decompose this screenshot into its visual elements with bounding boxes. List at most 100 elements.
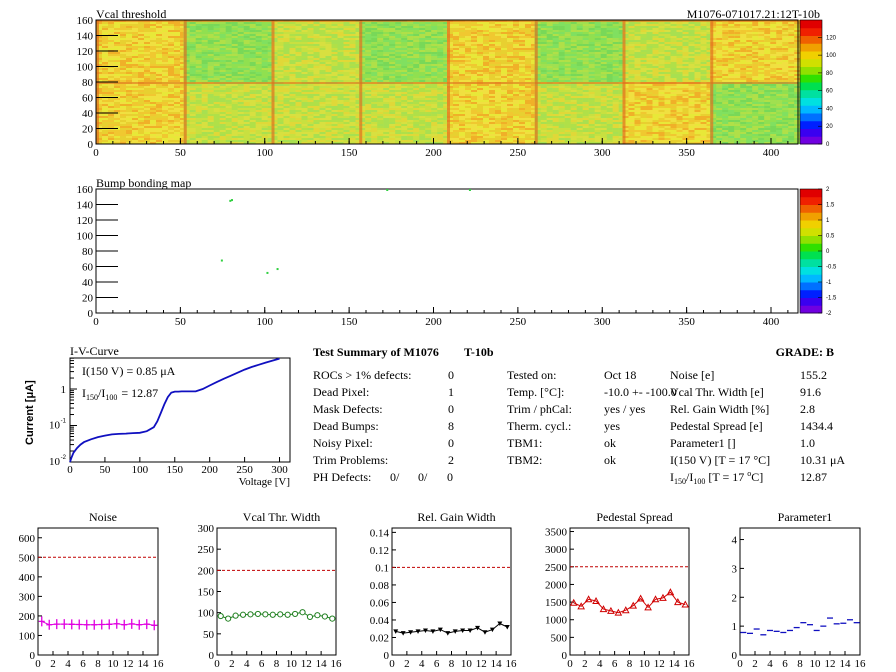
pixel-strip bbox=[255, 66, 262, 68]
pixel-strip bbox=[277, 66, 284, 68]
pixel-strip bbox=[582, 90, 589, 92]
pixel-strip bbox=[201, 64, 208, 66]
pixel-strip bbox=[471, 62, 477, 64]
pixel-strip bbox=[325, 54, 332, 56]
pixel-strip bbox=[612, 84, 619, 86]
pixel-strip bbox=[501, 138, 507, 140]
pixel-strip bbox=[582, 94, 589, 96]
pixel-strip bbox=[249, 100, 256, 102]
pixel-strip bbox=[495, 80, 501, 82]
pixel-strip bbox=[174, 134, 180, 136]
pixel-strip bbox=[507, 98, 513, 100]
pixel-strip bbox=[249, 104, 256, 106]
pixel-strip bbox=[507, 142, 513, 144]
pixel-strip bbox=[132, 98, 138, 100]
pixel-strip bbox=[261, 84, 268, 86]
pixel-strip bbox=[365, 108, 372, 110]
pixel-strip bbox=[213, 44, 220, 46]
pixel-strip bbox=[471, 118, 477, 120]
pixel-strip bbox=[126, 124, 132, 126]
pixel-strip bbox=[108, 92, 114, 94]
pixel-strip bbox=[267, 66, 274, 68]
pixel-strip bbox=[355, 128, 362, 130]
pixel-strip bbox=[144, 66, 150, 68]
pixel-strip bbox=[207, 96, 214, 98]
pixel-strip bbox=[383, 58, 390, 60]
pixel-strip bbox=[207, 52, 214, 54]
pixel-strip bbox=[201, 130, 208, 132]
pixel-strip bbox=[319, 140, 326, 142]
pixel-strip bbox=[120, 138, 126, 140]
pixel-strip bbox=[531, 90, 537, 92]
pixel-strip bbox=[501, 36, 507, 38]
pixel-strip bbox=[525, 30, 531, 32]
pixel-strip bbox=[283, 122, 290, 124]
pixel-strip bbox=[243, 108, 250, 110]
pixel-strip bbox=[425, 28, 432, 30]
pixel-strip bbox=[307, 30, 314, 32]
pixel-strip bbox=[144, 94, 150, 96]
pixel-strip bbox=[477, 136, 483, 138]
pixel-strip bbox=[431, 120, 438, 122]
pixel-strip bbox=[162, 50, 168, 52]
pixel-strip bbox=[519, 78, 525, 80]
pixel-strip bbox=[507, 70, 513, 72]
pixel-strip bbox=[501, 70, 507, 72]
pixel-strip bbox=[582, 88, 589, 90]
pixel-strip bbox=[307, 106, 314, 108]
pixel-strip bbox=[525, 128, 531, 130]
pixel-strip bbox=[489, 110, 495, 112]
pixel-strip bbox=[301, 60, 308, 62]
pixel-strip bbox=[225, 32, 232, 34]
pixel-strip bbox=[219, 124, 226, 126]
pixel-strip bbox=[465, 96, 471, 98]
pixel-strip bbox=[168, 46, 174, 48]
pixel-strip bbox=[283, 36, 290, 38]
pixel-strip bbox=[443, 50, 450, 52]
pixel-strip bbox=[132, 118, 138, 120]
pixel-strip bbox=[459, 68, 465, 70]
pixel-strip bbox=[564, 100, 571, 102]
pixel-strip bbox=[401, 112, 408, 114]
pixel-strip bbox=[552, 104, 559, 106]
pixel-strip bbox=[471, 22, 477, 24]
pixel-strip bbox=[150, 22, 156, 24]
pixel-strip bbox=[501, 78, 507, 80]
pixel-strip bbox=[126, 100, 132, 102]
pixel-strip bbox=[219, 38, 226, 40]
pixel-strip bbox=[325, 46, 332, 48]
pixel-strip bbox=[237, 58, 244, 60]
pixel-strip bbox=[213, 28, 220, 30]
pixel-strip bbox=[483, 88, 489, 90]
pixel-strip bbox=[325, 96, 332, 98]
pixel-strip bbox=[102, 136, 108, 138]
pixel-strip bbox=[255, 46, 262, 48]
pixel-strip bbox=[606, 102, 613, 104]
pixel-strip bbox=[180, 66, 186, 68]
pixel-strip bbox=[540, 118, 547, 120]
pixel-strip bbox=[249, 130, 256, 132]
pixel-strip bbox=[489, 96, 495, 98]
pixel-strip bbox=[407, 90, 414, 92]
pixel-strip bbox=[319, 104, 326, 106]
pixel-strip bbox=[618, 116, 625, 118]
pixel-strip bbox=[501, 80, 507, 82]
pixel-strip bbox=[267, 126, 274, 128]
pixel-strip bbox=[180, 106, 186, 108]
pixel-strip bbox=[180, 28, 186, 30]
pixel-strip bbox=[283, 112, 290, 114]
pixel-strip bbox=[383, 26, 390, 28]
pixel-strip bbox=[377, 74, 384, 76]
pixel-strip bbox=[243, 94, 250, 96]
pixel-strip bbox=[383, 88, 390, 90]
pixel-strip bbox=[255, 100, 262, 102]
pixel-strip bbox=[489, 42, 495, 44]
pixel-strip bbox=[150, 32, 156, 34]
pixel-strip bbox=[162, 110, 168, 112]
pixel-strip bbox=[325, 50, 332, 52]
pixel-strip bbox=[437, 116, 444, 118]
pixel-strip bbox=[313, 94, 320, 96]
pixel-strip bbox=[144, 24, 150, 26]
pixel-strip bbox=[213, 72, 220, 74]
pixel-strip bbox=[365, 80, 372, 82]
